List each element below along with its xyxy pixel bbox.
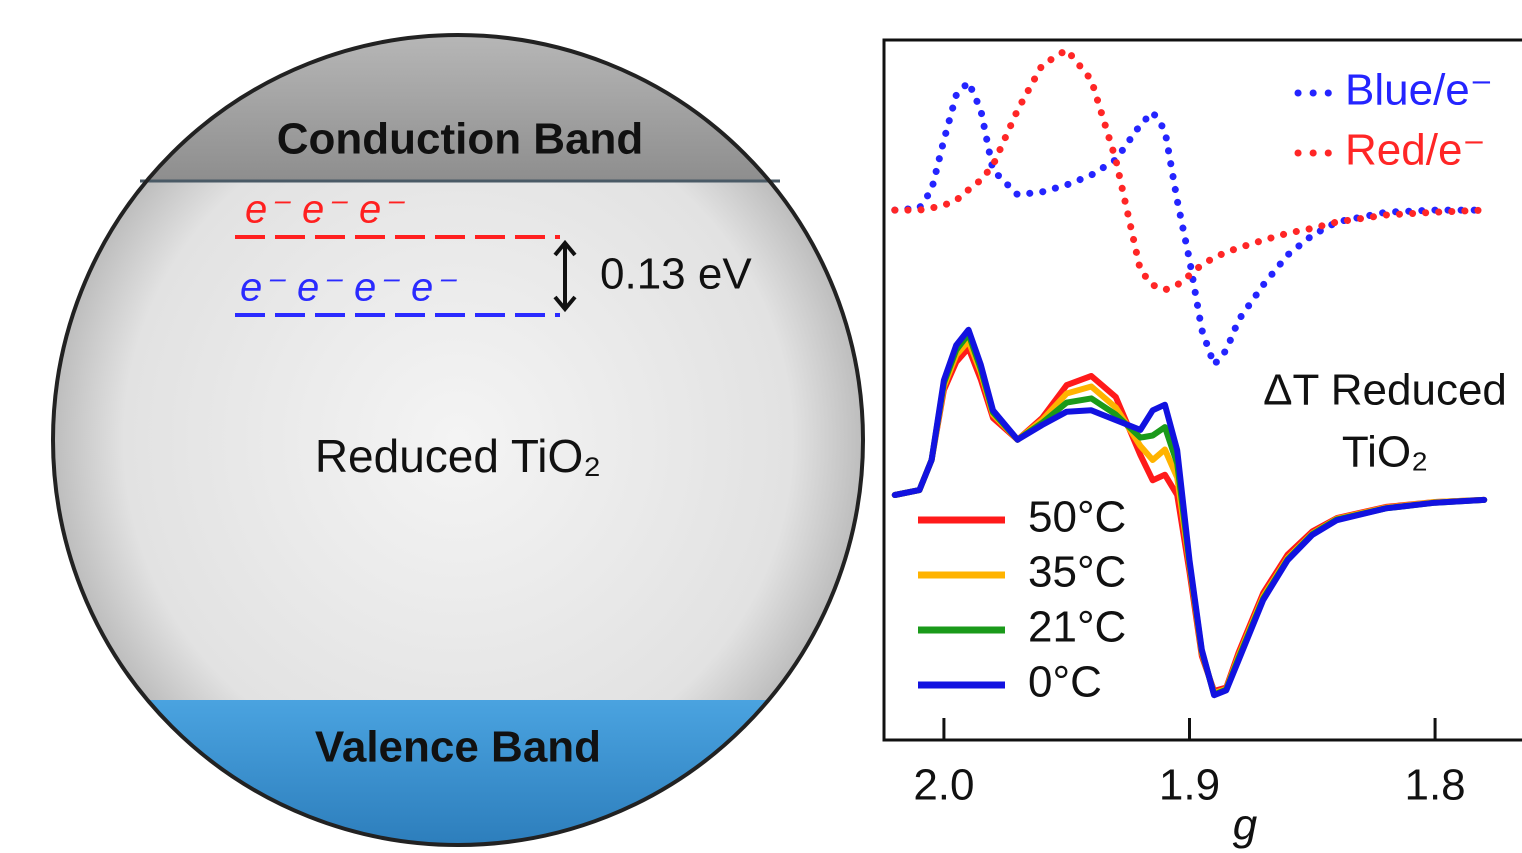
epr-chart: g ΔT Reduced TiO₂ 2.0 1.9 1.8 Blue/e⁻ Red/e⁻… — [882, 38, 1522, 850]
annotation: ΔT Reduced — [1263, 366, 1507, 415]
legend-label: Blue/e⁻ — [1345, 66, 1493, 115]
band-diagram: Conduction Band Valence Band Reduced TiO… — [51, 33, 865, 847]
sphere-outline — [51, 33, 865, 847]
conduction-band-label: Conduction Band — [277, 115, 644, 164]
legend-label: 50°C — [1028, 493, 1126, 542]
series-line — [891, 46, 1488, 294]
annotation: TiO₂ — [1342, 428, 1428, 477]
gap-label: 0.13 eV — [600, 250, 752, 299]
x-tick-label: 1.9 — [1159, 761, 1220, 810]
red-electron: e⁻ — [245, 188, 291, 232]
legend-label: 0°C — [1028, 658, 1102, 707]
blue-electron: e⁻ — [297, 266, 343, 310]
legend-label: 35°C — [1028, 548, 1126, 597]
legend-label: 21°C — [1028, 603, 1126, 652]
series-line — [891, 78, 1488, 369]
x-tick-label: 2.0 — [913, 761, 974, 810]
red-electron: e⁻ — [302, 188, 348, 232]
x-axis-label: g — [1233, 801, 1258, 850]
blue-electron: e⁻ — [240, 266, 286, 310]
blue-electron: e⁻ — [354, 266, 400, 310]
valence-band-label: Valence Band — [315, 723, 601, 772]
blue-electron: e⁻ — [411, 266, 457, 310]
center-label: Reduced TiO₂ — [315, 430, 601, 482]
series-line — [891, 326, 1488, 699]
red-electron: e⁻ — [359, 188, 405, 232]
legend-label: Red/e⁻ — [1345, 126, 1486, 175]
axes-frame — [882, 38, 1522, 742]
x-tick-label: 1.8 — [1404, 761, 1465, 810]
gap-arrow-heads — [553, 239, 577, 313]
